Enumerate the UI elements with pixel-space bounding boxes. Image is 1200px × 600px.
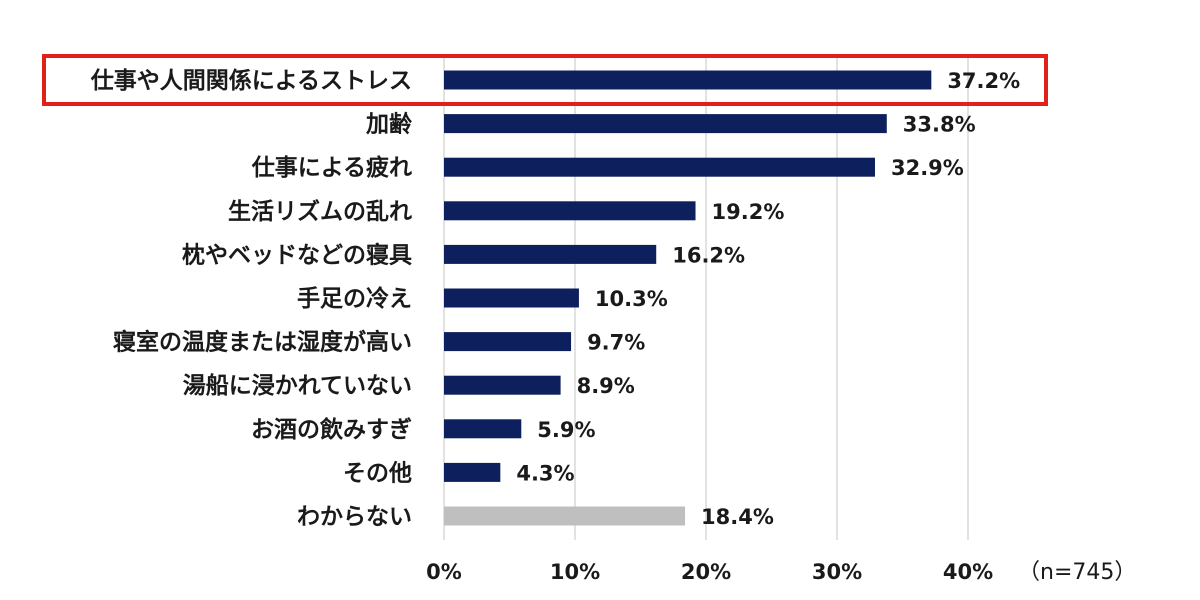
x-tick-label: 0%	[426, 560, 462, 584]
bar	[444, 419, 522, 439]
data-label: 9.7%	[587, 331, 645, 355]
category-label: お酒の飲みすぎ	[251, 416, 412, 443]
data-label: 4.3%	[516, 461, 574, 485]
bar	[444, 375, 561, 395]
category-label: 寝室の温度または湿度が高い	[113, 329, 412, 356]
category-label: 仕事による疲れ	[251, 154, 412, 181]
bars	[444, 70, 932, 526]
bar	[444, 244, 657, 264]
value-labels: 37.2% 33.8% 32.9% 19.2% 16.2%10.3% 9.7% 8.9% 5.…	[516, 69, 1020, 529]
x-tick-label: 30%	[812, 560, 862, 584]
data-label: 16.2%	[672, 243, 745, 267]
x-axis-ticks: 0% 10% 20% 30% 40%	[426, 560, 993, 584]
highlight-box	[42, 54, 1048, 106]
category-label: わからない	[297, 504, 412, 530]
grid-lines	[443, 55, 969, 540]
bar	[444, 114, 887, 134]
category-label: 加齢	[365, 111, 412, 138]
bar	[444, 157, 875, 177]
bar	[444, 332, 572, 352]
category-label: 枕やベッドなどの寝具	[182, 241, 412, 268]
category-label: 手足の冷え	[297, 285, 412, 312]
bar	[444, 201, 696, 221]
category-label: その他	[343, 460, 412, 486]
category-labels: 仕事や人間関係によるストレス加齢仕事による疲れ生活リズムの乱れ枕やベッドなどの寝…	[90, 67, 412, 530]
bar	[444, 506, 686, 526]
bar	[444, 70, 932, 90]
x-tick-label: 40%	[943, 560, 993, 584]
category-label: 湯船に浸かれていない	[183, 372, 412, 399]
data-label: 10.3%	[595, 287, 668, 311]
data-label: 32.9%	[891, 156, 964, 180]
sample-size-note: （n=745）	[1018, 560, 1136, 585]
data-label: 37.2%	[947, 69, 1020, 93]
data-label: 19.2%	[712, 200, 785, 224]
x-tick-label: 20%	[681, 560, 731, 584]
bar	[444, 288, 579, 308]
category-label: 生活リズムの乱れ	[228, 198, 412, 225]
data-label: 5.9%	[537, 418, 595, 442]
category-label: 仕事や人間関係によるストレス	[90, 67, 412, 94]
data-label: 18.4%	[701, 505, 774, 529]
data-label: 33.8%	[903, 113, 976, 137]
x-tick-label: 10%	[550, 560, 600, 584]
bar	[444, 462, 501, 482]
data-label: 8.9%	[577, 374, 635, 398]
